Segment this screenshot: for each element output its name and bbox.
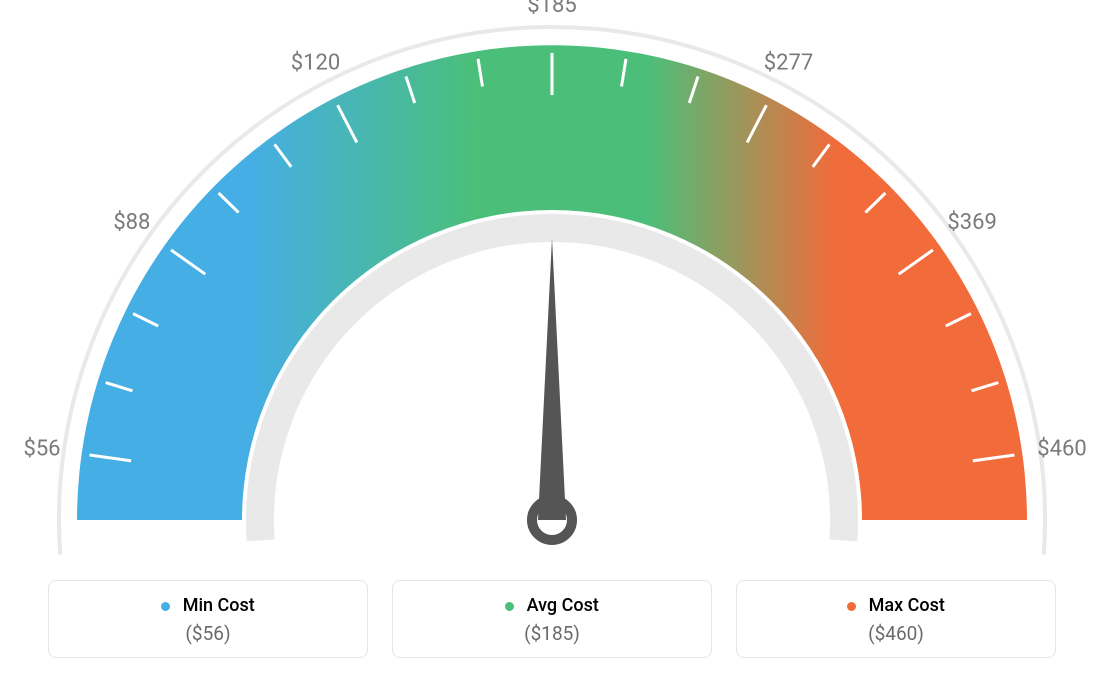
- svg-text:$460: $460: [1037, 436, 1086, 461]
- legend-text-avg: Avg Cost: [527, 595, 599, 616]
- legend-dot-min: [161, 602, 170, 611]
- gauge-container: $56 $88 $120 $185 $277 $369 $460: [0, 0, 1104, 570]
- legend-value-avg: ($185): [393, 622, 711, 645]
- legend-dot-avg: [505, 602, 514, 611]
- legend-card-avg: Avg Cost ($185): [392, 580, 712, 658]
- legend-value-min: ($56): [49, 622, 367, 645]
- legend-row: Min Cost ($56) Avg Cost ($185) Max Cost …: [48, 580, 1056, 658]
- legend-label-max: Max Cost: [737, 595, 1055, 616]
- legend-text-max: Max Cost: [869, 595, 945, 616]
- legend-dot-max: [847, 602, 856, 611]
- legend-card-max: Max Cost ($460): [736, 580, 1056, 658]
- legend-label-min: Min Cost: [49, 595, 367, 616]
- svg-text:$120: $120: [291, 50, 340, 75]
- svg-text:$369: $369: [947, 210, 996, 235]
- svg-text:$56: $56: [23, 436, 60, 461]
- legend-value-max: ($460): [737, 622, 1055, 645]
- legend-label-avg: Avg Cost: [393, 595, 711, 616]
- svg-text:$88: $88: [113, 210, 150, 235]
- svg-text:$277: $277: [764, 50, 813, 75]
- gauge-chart: $56 $88 $120 $185 $277 $369 $460: [0, 0, 1104, 570]
- legend-text-min: Min Cost: [183, 595, 255, 616]
- legend-card-min: Min Cost ($56): [48, 580, 368, 658]
- svg-text:$185: $185: [527, 0, 576, 18]
